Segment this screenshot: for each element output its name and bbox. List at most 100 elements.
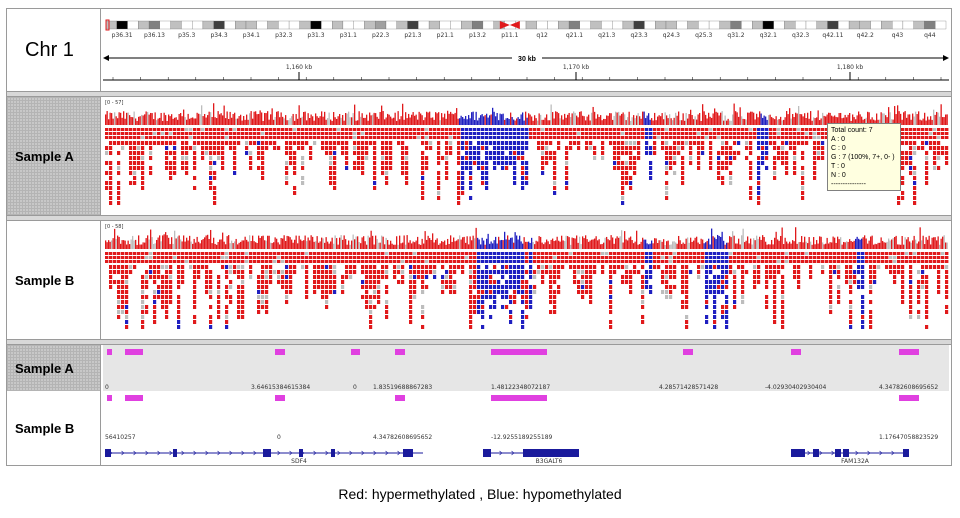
cytoband[interactable] [105, 20, 117, 30]
cytoband[interactable] [235, 20, 247, 30]
cytoband[interactable] [342, 20, 354, 30]
cytoband[interactable] [407, 20, 419, 30]
gene-exon[interactable] [105, 449, 111, 457]
cytoband[interactable] [612, 20, 624, 30]
cytoband[interactable] [870, 20, 882, 30]
cytoband[interactable] [655, 20, 667, 30]
cytoband[interactable] [299, 20, 311, 30]
feature-label-sample-b[interactable]: Sample B [7, 391, 101, 465]
feature-block[interactable] [107, 349, 112, 355]
gene-exon[interactable] [791, 449, 805, 457]
gene-exon[interactable] [263, 449, 271, 457]
cytoband[interactable] [385, 20, 397, 30]
cytoband[interactable] [472, 20, 484, 30]
cytoband[interactable] [827, 20, 839, 30]
cytoband[interactable] [558, 20, 570, 30]
cytoband[interactable] [138, 20, 150, 30]
feature-block[interactable] [275, 395, 285, 401]
cytoband[interactable] [353, 20, 365, 30]
feature-block[interactable] [107, 395, 112, 401]
cytoband[interactable] [730, 20, 742, 30]
cytoband[interactable] [676, 20, 688, 30]
gene-models[interactable] [105, 449, 909, 457]
track-sample-b[interactable]: [0 - 58] [103, 221, 949, 339]
cytoband[interactable] [579, 20, 591, 30]
current-region-marker[interactable] [105, 19, 110, 31]
cytoband[interactable] [795, 20, 807, 30]
cytoband[interactable] [170, 20, 182, 30]
ruler[interactable]: 30 kb 1,160 kb 1,170 kb 1,180 kb [103, 47, 949, 89]
gene-track-svg[interactable]: 56410257 0 4.34782608695652 -12.92551892… [103, 391, 949, 465]
cytoband[interactable] [482, 20, 494, 30]
feature-block[interactable] [683, 349, 693, 355]
feature-track-sample-a[interactable]: 0 3.64615384615384 0 1.83519688867283 1.… [103, 345, 949, 391]
feature-block[interactable] [125, 349, 143, 355]
track-label-sample-a[interactable]: Sample A [7, 97, 101, 215]
cytoband[interactable] [708, 20, 720, 30]
feature-block[interactable] [791, 349, 801, 355]
gene-exon[interactable] [903, 449, 909, 457]
cytoband[interactable] [698, 20, 710, 30]
cytoband[interactable] [375, 20, 387, 30]
gene-exon[interactable] [331, 449, 335, 457]
cytoband[interactable] [892, 20, 904, 30]
feature-block[interactable] [275, 349, 285, 355]
cytoband[interactable] [752, 20, 764, 30]
ideogram-svg[interactable]: p36.31 p36.13 p35.3 p34.3 p34.1 p32.3 p31.3 p31… [103, 11, 949, 39]
gene-exon[interactable] [483, 449, 491, 457]
cytoband[interactable] [310, 20, 322, 30]
cytoband[interactable] [525, 20, 537, 30]
cytoband[interactable] [288, 20, 300, 30]
cytoband[interactable] [935, 20, 947, 30]
cytoband[interactable] [762, 20, 774, 30]
cytoband[interactable] [773, 20, 785, 30]
cytoband[interactable] [536, 20, 548, 30]
gene-exon[interactable] [173, 449, 177, 457]
feature-block[interactable] [395, 349, 405, 355]
cytoband[interactable] [719, 20, 731, 30]
track-label-sample-b[interactable]: Sample B [7, 221, 101, 339]
cytoband[interactable] [805, 20, 817, 30]
cytoband[interactable] [127, 20, 139, 30]
feature-block[interactable] [491, 395, 547, 401]
feature-block[interactable] [395, 395, 405, 401]
gene-label-fam132a[interactable]: FAM132A [841, 458, 870, 465]
cytoband[interactable] [902, 20, 914, 30]
cytoband[interactable] [321, 20, 333, 30]
feature-block[interactable] [125, 395, 143, 401]
feature-block[interactable] [351, 349, 360, 355]
cytoband[interactable] [192, 20, 204, 30]
alignment-track-sample-a[interactable]: [0 - 57] [103, 97, 949, 215]
feature-block[interactable] [491, 349, 547, 355]
cytoband[interactable] [665, 20, 677, 30]
cytoband[interactable] [913, 20, 925, 30]
cytoband[interactable] [741, 20, 753, 30]
cytoband[interactable] [181, 20, 193, 30]
cytoband[interactable] [364, 20, 376, 30]
cytoband[interactable] [278, 20, 290, 30]
cytoband[interactable] [267, 20, 279, 30]
feature-block[interactable] [899, 395, 919, 401]
gene-exon[interactable] [835, 449, 841, 457]
cytoband[interactable] [547, 20, 559, 30]
cytoband[interactable] [633, 20, 645, 30]
feature-track-svg-sample-a[interactable]: 0 3.64615384615384 0 1.83519688867283 1.… [103, 345, 949, 391]
cytoband[interactable] [450, 20, 462, 30]
feature-block[interactable] [899, 349, 919, 355]
gene-exon[interactable] [299, 449, 303, 457]
cytoband[interactable] [439, 20, 451, 30]
feature-label-sample-a[interactable]: Sample A [7, 345, 101, 391]
ideogram[interactable]: p36.31 p36.13 p35.3 p34.3 p34.1 p32.3 p31.3 p31… [103, 11, 949, 39]
cytoband[interactable] [784, 20, 796, 30]
gene-label-sdf4[interactable]: SDF4 [291, 458, 307, 465]
gene-label-b3galt6[interactable]: B3GALT6 [536, 458, 563, 465]
cytoband[interactable] [224, 20, 236, 30]
cytoband[interactable] [622, 20, 634, 30]
feature-track-sample-b[interactable]: 56410257 0 4.34782608695652 -12.92551892… [103, 391, 949, 465]
gene-exon[interactable] [403, 449, 413, 457]
alignment-track-sample-b[interactable]: [0 - 58] [103, 221, 949, 339]
cytoband[interactable] [116, 20, 128, 30]
cytoband[interactable] [396, 20, 408, 30]
cytoband[interactable] [848, 20, 860, 30]
cytoband[interactable] [213, 20, 225, 30]
